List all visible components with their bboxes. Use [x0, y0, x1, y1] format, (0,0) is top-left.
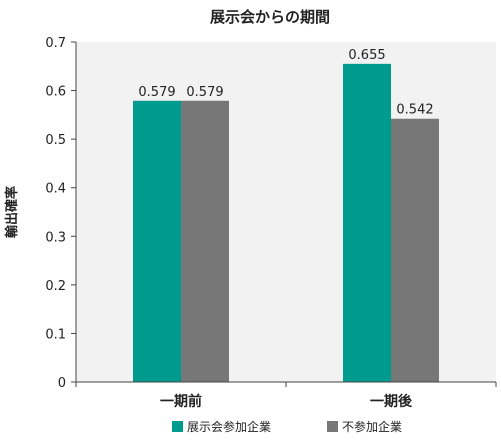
- y-tick-label: 0.3: [45, 230, 66, 245]
- legend-label: 展示会参加企業: [187, 419, 271, 434]
- x-axis: 一期前 一期後: [75, 381, 497, 410]
- y-tick-label: 0.6: [45, 85, 66, 100]
- bar-participant-1: [133, 100, 181, 383]
- y-tick-label: 0.7: [45, 36, 66, 51]
- legend-swatch: [172, 421, 183, 432]
- chart-title: 展示会からの期間: [210, 8, 330, 26]
- bar-non-participant-1: [181, 100, 229, 383]
- bars: 0.579 0.579 0.655 0.542: [133, 48, 439, 383]
- y-axis-label: 輸出確率: [4, 186, 20, 238]
- y-tick-label: 0.2: [45, 279, 66, 294]
- legend: 展示会参加企業 不参加企業: [172, 419, 402, 434]
- y-tick-label: 0: [58, 376, 66, 391]
- y-tick-label: 0.1: [45, 327, 66, 342]
- y-tick-label: 0.4: [45, 182, 66, 197]
- y-tick-label: 0.5: [45, 133, 66, 148]
- y-axis: 0 0.1 0.2 0.3 0.4 0.5 0.6 0.7: [45, 36, 77, 391]
- data-label: 0.579: [138, 85, 175, 100]
- x-category-label: 一期前: [160, 393, 202, 410]
- legend-label: 不参加企業: [342, 419, 402, 434]
- data-label: 0.542: [396, 103, 433, 118]
- bar-non-participant-2: [391, 118, 439, 382]
- data-label: 0.655: [348, 48, 385, 63]
- bar-participant-2: [343, 63, 391, 382]
- x-category-label: 一期後: [370, 393, 413, 410]
- data-label: 0.579: [186, 85, 223, 100]
- legend-swatch: [327, 421, 338, 432]
